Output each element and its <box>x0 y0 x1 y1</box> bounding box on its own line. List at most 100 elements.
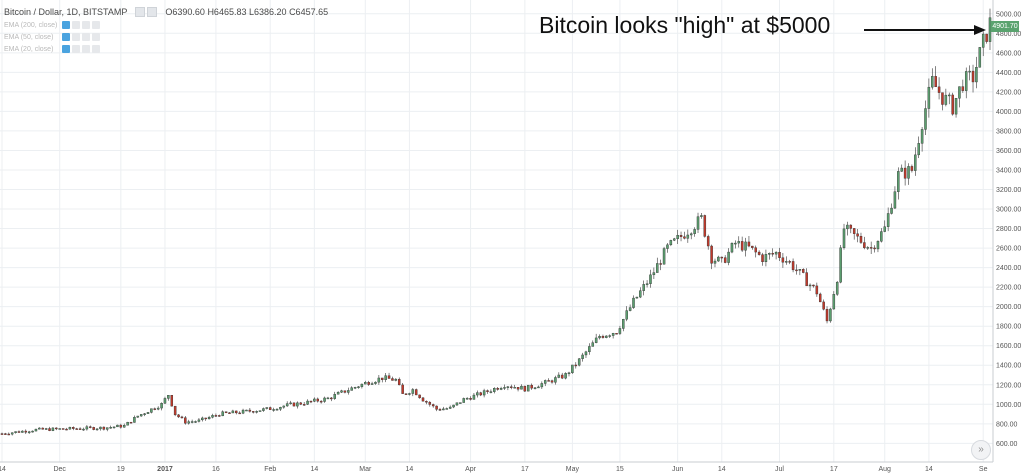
header-buttons <box>135 7 158 17</box>
candle-up <box>890 207 893 214</box>
y-tick-label: 1800.00 <box>996 324 1021 331</box>
indicator-ema-20[interactable]: EMA (20, close) <box>4 45 100 53</box>
eye-icon[interactable] <box>62 21 70 29</box>
candle-up <box>883 226 886 232</box>
candle-up <box>533 387 537 389</box>
candle-up <box>27 431 31 433</box>
candle-up <box>245 409 248 412</box>
candle-up <box>907 166 910 179</box>
candle-down <box>849 224 853 229</box>
settings-icon[interactable] <box>135 7 146 17</box>
candle-up <box>768 253 771 255</box>
candle-up <box>598 335 601 339</box>
candle-down <box>550 380 554 383</box>
candle-up <box>594 337 598 343</box>
candle-down <box>309 400 313 403</box>
candle-down <box>78 428 82 430</box>
candle-down <box>869 247 873 249</box>
candle-up <box>44 428 48 430</box>
candle-up <box>122 425 126 428</box>
candle-up <box>618 328 622 334</box>
candle-up <box>306 400 309 405</box>
gear-icon[interactable] <box>72 45 80 53</box>
candle-up <box>99 426 102 430</box>
candle-up <box>689 233 693 236</box>
candle-down <box>706 236 710 247</box>
candle-up <box>136 415 140 418</box>
x-tick-label: 17 <box>830 466 838 473</box>
ohlc-high: H6465.83 <box>207 7 247 17</box>
candle-up <box>126 421 129 426</box>
candle-up <box>669 240 673 246</box>
candle-down <box>683 236 686 239</box>
candle-up <box>109 427 112 429</box>
candle-up <box>465 398 469 400</box>
candle-up <box>713 260 717 264</box>
candle-up <box>798 269 802 271</box>
candle-down <box>469 398 472 400</box>
candle-up <box>143 413 146 415</box>
candle-up <box>262 408 265 411</box>
candle-down <box>224 411 228 413</box>
candle-up <box>958 86 961 99</box>
candle-up <box>808 284 812 287</box>
candle-up <box>513 387 516 389</box>
candle-down <box>985 33 988 42</box>
x-tick-label: 14 <box>310 466 318 473</box>
candle-up <box>649 274 652 284</box>
y-tick-label: 2400.00 <box>996 265 1021 272</box>
y-tick-label: 1400.00 <box>996 363 1021 370</box>
x-tick-label: Dec <box>53 466 66 473</box>
candle-up <box>880 231 883 242</box>
more-icon[interactable] <box>82 21 90 29</box>
x-tick-label: Jun <box>672 466 683 473</box>
more-icon[interactable] <box>82 33 90 41</box>
candle-down <box>523 385 527 392</box>
scroll-to-realtime-button[interactable]: » <box>971 440 991 460</box>
candle-down <box>971 70 975 83</box>
candle-up <box>835 281 839 295</box>
candle-down <box>17 431 21 433</box>
candle-down <box>822 301 825 310</box>
close-icon[interactable] <box>92 21 100 29</box>
x-tick-label: 14 <box>925 466 933 473</box>
indicator-ema-200[interactable]: EMA (200, close) <box>4 21 100 29</box>
y-tick-label: 4400.00 <box>996 70 1021 77</box>
gear-icon[interactable] <box>72 21 80 29</box>
candle-down <box>75 428 78 430</box>
ohlc-close: C6457.65 <box>289 7 329 17</box>
close-icon[interactable] <box>92 33 100 41</box>
candle-down <box>659 263 662 265</box>
compare-icon[interactable] <box>147 7 158 17</box>
candle-up <box>886 213 890 227</box>
candle-up <box>476 392 479 396</box>
indicator-ema-50[interactable]: EMA (50, close) <box>4 33 100 41</box>
candle-up <box>347 390 350 393</box>
candle-up <box>717 256 720 262</box>
candle-up <box>211 415 214 418</box>
candle-up <box>588 346 591 353</box>
y-tick-label: 800.00 <box>996 421 1018 428</box>
candle-up <box>14 431 17 433</box>
candle-up <box>642 284 645 291</box>
candle-up <box>163 398 167 404</box>
candle-up <box>340 390 343 393</box>
gear-icon[interactable] <box>72 33 80 41</box>
candle-down <box>421 397 425 402</box>
candle-down <box>856 233 859 237</box>
candle-down <box>547 380 550 382</box>
eye-icon[interactable] <box>62 45 70 53</box>
x-tick-label: 2017 <box>157 466 173 473</box>
more-icon[interactable] <box>82 45 90 53</box>
x-tick-label: Mar <box>359 466 372 473</box>
eye-icon[interactable] <box>62 33 70 41</box>
symbol-title[interactable]: Bitcoin / Dollar, 1D, BITSTAMP <box>4 7 128 17</box>
candle-down <box>391 378 394 381</box>
candle-up <box>652 272 656 276</box>
candle-up <box>527 384 530 392</box>
close-icon[interactable] <box>92 45 100 53</box>
candle-down <box>425 401 428 403</box>
candle-up <box>635 296 639 299</box>
y-tick-label: 3400.00 <box>996 167 1021 174</box>
candle-down <box>401 384 404 394</box>
